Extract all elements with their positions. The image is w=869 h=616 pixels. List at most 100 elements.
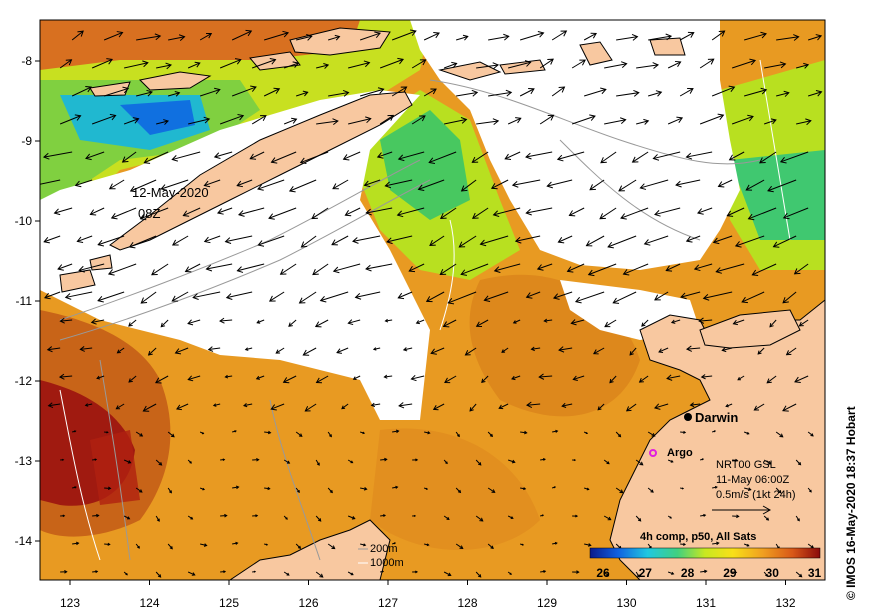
current-arrow <box>745 179 765 191</box>
current-arrow <box>128 375 137 383</box>
current-arrow <box>252 514 259 518</box>
current-arrow <box>779 151 809 164</box>
current-arrow <box>220 570 227 574</box>
sst-field <box>40 20 825 580</box>
map-frame <box>39 19 826 581</box>
current-arrow <box>731 114 754 125</box>
current-arrow <box>732 570 738 574</box>
current-arrow <box>552 429 559 433</box>
current-arrow <box>589 179 605 191</box>
current-arrow <box>458 235 477 248</box>
current-arrow <box>316 118 339 126</box>
current-arrow <box>629 347 637 356</box>
city-label-darwin: Darwin <box>695 410 738 425</box>
current-arrow <box>380 514 387 518</box>
current-arrow <box>638 375 649 383</box>
current-arrow <box>205 263 233 272</box>
current-arrow <box>512 319 521 324</box>
current-arrow <box>283 117 298 125</box>
current-arrow <box>224 374 233 379</box>
current-arrow <box>365 263 393 272</box>
current-arrow <box>570 319 585 326</box>
current-arrow <box>728 151 745 161</box>
current-arrow <box>270 403 285 411</box>
current-arrow <box>702 291 733 301</box>
current-arrow <box>155 571 162 578</box>
current-arrow <box>212 403 221 407</box>
current-arrow <box>618 179 637 192</box>
current-arrow <box>89 207 105 216</box>
current-arrow <box>72 486 77 489</box>
current-arrow <box>360 87 385 97</box>
current-arrow <box>519 30 545 41</box>
current-arrow <box>428 151 457 164</box>
current-arrow <box>604 117 627 125</box>
current-arrow <box>160 179 189 191</box>
current-arrow <box>136 33 162 41</box>
colorbar <box>589 547 821 559</box>
current-arrow <box>424 543 430 547</box>
latitude-axis: -8 -9 -10 -11 -12 -13 -14 <box>15 54 40 548</box>
current-arrow <box>220 458 226 461</box>
lat-tick-label: -12 <box>15 374 33 388</box>
current-arrow <box>188 116 211 125</box>
current-arrow <box>359 431 366 435</box>
lon-tick-label: 131 <box>696 596 716 610</box>
current-arrow <box>717 179 733 188</box>
current-arrow <box>332 263 361 274</box>
current-arrow <box>192 291 221 300</box>
colorbar-tick-label: 28 <box>681 566 695 580</box>
current-arrow <box>476 62 500 69</box>
current-arrow <box>263 87 281 97</box>
current-arrow <box>525 207 553 216</box>
current-arrow <box>766 375 777 384</box>
current-arrow <box>268 207 297 220</box>
current-arrow <box>475 459 482 466</box>
current-arrow <box>551 486 557 489</box>
current-arrow <box>299 151 329 165</box>
current-arrow <box>182 207 201 217</box>
current-arrow <box>685 345 701 352</box>
current-arrow <box>543 318 553 323</box>
current-arrow <box>252 457 260 462</box>
date-label-line2: 08Z <box>138 206 160 221</box>
current-arrow <box>525 151 553 160</box>
current-arrow <box>315 459 320 466</box>
scale-arrow <box>712 505 772 515</box>
current-arrow <box>475 515 484 522</box>
current-arrow <box>316 63 330 69</box>
current-arrow <box>116 347 125 354</box>
current-arrow <box>92 513 100 518</box>
current-arrow <box>107 263 137 276</box>
current-arrow <box>561 402 573 408</box>
current-arrow <box>492 207 521 218</box>
current-arrow <box>583 32 598 41</box>
current-arrow <box>176 403 189 411</box>
current-arrow <box>483 291 509 302</box>
current-arrow <box>96 375 105 380</box>
current-arrow <box>501 347 509 353</box>
current-arrow <box>412 570 419 574</box>
current-arrow <box>667 459 674 463</box>
isobath-contours <box>59 79 761 561</box>
current-arrow <box>97 291 125 303</box>
current-arrow <box>488 33 510 41</box>
current-arrow <box>782 403 797 412</box>
lat-tick-label: -9 <box>21 134 32 148</box>
current-arrow <box>487 487 496 493</box>
lat-tick-label: -10 <box>15 214 33 228</box>
current-arrow <box>566 263 585 273</box>
current-arrow <box>455 431 460 438</box>
current-arrow <box>807 34 823 41</box>
longitude-axis: 123 124 125 126 127 128 129 130 131 132 <box>60 580 796 610</box>
current-arrow <box>347 459 354 464</box>
current-arrow <box>635 459 644 466</box>
current-arrow <box>167 487 172 494</box>
current-arrow <box>604 61 628 69</box>
current-arrow <box>295 543 302 549</box>
current-arrow <box>625 403 637 412</box>
current-arrow <box>57 263 73 271</box>
current-arrow <box>392 429 400 434</box>
current-arrow <box>232 541 239 545</box>
colorbar-tick-label: 27 <box>639 566 653 580</box>
